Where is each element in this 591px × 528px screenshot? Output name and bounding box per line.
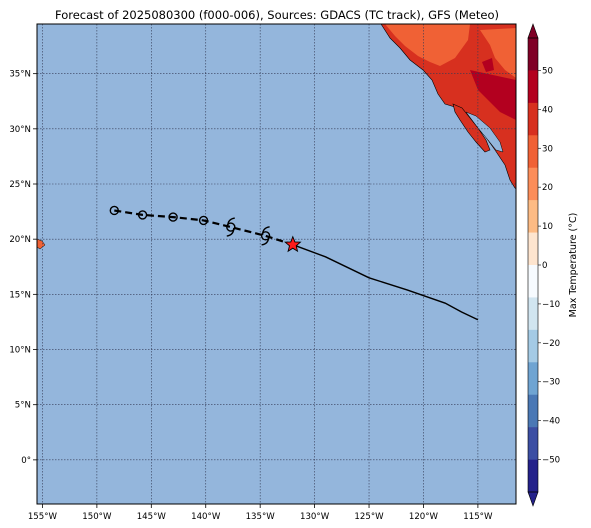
past-position-marker: [260, 231, 271, 241]
colorbar-segment: [528, 394, 538, 428]
colorbar-segment: [528, 135, 538, 169]
cyclone-track: [109, 205, 479, 321]
y-tick-label: 30°N: [9, 125, 31, 135]
y-tick-label: 35°N: [9, 70, 31, 80]
x-tick-label: 115°W: [463, 512, 493, 522]
forecast-track-line: [292, 244, 479, 321]
past-track-line: [114, 209, 294, 246]
y-tick-label: 20°N: [9, 235, 31, 245]
past-position-marker: [226, 222, 236, 232]
map-plot-area: [36, 23, 517, 505]
colorbar-segment: [528, 459, 538, 493]
colorbar-segment: [528, 102, 538, 136]
colorbar-segment: [528, 427, 538, 460]
x-axis-ticks: 155°W 150°W 145°W 140°W 135°W 130°W 125°W 120°W…: [28, 504, 493, 522]
colorbar-label: Max Temperature (°C): [568, 213, 579, 318]
chart-title: Forecast of 2025080300 (f000-006), Sourc…: [55, 8, 499, 22]
colorbar-tick-label: 50: [542, 66, 553, 76]
colorbar-segment: [528, 232, 538, 266]
colorbar-bottom-arrow: [527, 491, 539, 507]
colorbar-segment: [528, 38, 538, 71]
y-tick-label: 10°N: [9, 346, 31, 356]
colorbar-tick-label: −10: [542, 300, 560, 310]
past-position-marker: [137, 210, 148, 220]
current-position-star: [284, 235, 302, 253]
colorbar-segment: [528, 362, 538, 396]
colorbar-segment: [528, 265, 538, 298]
x-tick-label: 140°W: [191, 512, 221, 522]
baja-peninsula: [452, 103, 491, 153]
y-tick-label: 5°N: [15, 401, 31, 411]
colorbar-segment: [528, 329, 538, 363]
storm-symbol-icon: [261, 226, 270, 246]
y-tick-label: 0°: [21, 456, 31, 466]
past-position-marker: [109, 205, 119, 216]
colorbar-tick-label: 10: [542, 222, 553, 232]
colorbar-top-arrow: [527, 23, 539, 39]
x-tick-label: 130°W: [300, 512, 330, 522]
colorbar-tick-label: 30: [542, 144, 553, 154]
y-tick-label: 25°N: [9, 180, 31, 190]
colorbar-segment: [528, 167, 538, 201]
colorbar-tick-label: −30: [542, 378, 560, 388]
land-warm-zone: [385, 24, 516, 78]
colorbar-tick-label: −20: [542, 339, 560, 349]
storm-symbol-icon: [226, 217, 235, 237]
colorbar: 50 40 30 20 10 0 −10 −20 −30 −40 −50 Max Temperatur…: [527, 23, 579, 507]
colorbar-segment: [528, 297, 538, 331]
past-position-marker: [168, 212, 178, 222]
colorbar-tick-label: 0: [542, 261, 547, 271]
colorbar-segment: [528, 70, 538, 104]
colorbar-tick-label: 40: [542, 105, 553, 115]
x-tick-label: 135°W: [246, 512, 276, 522]
colorbar-tick-label: −50: [542, 456, 560, 466]
colorbar-segment: [528, 200, 538, 233]
x-tick-label: 145°W: [137, 512, 167, 522]
y-tick-label: 15°N: [9, 290, 31, 300]
x-tick-label: 125°W: [354, 512, 384, 522]
map-frame: [36, 23, 517, 505]
colorbar-tick-label: 20: [542, 183, 553, 193]
gulf-of-california: [465, 111, 504, 153]
x-tick-label: 120°W: [409, 512, 439, 522]
y-axis-ticks: 35°N 30°N 25°N 20°N 15°N 10°N 5°N 0°: [9, 70, 37, 466]
x-tick-label: 150°W: [82, 512, 112, 522]
graticule-grid: [37, 24, 516, 504]
x-tick-label: 155°W: [28, 512, 58, 522]
past-position-marker: [198, 215, 209, 226]
colorbar-tick-label: −40: [542, 417, 560, 427]
ocean-background: [37, 24, 516, 504]
